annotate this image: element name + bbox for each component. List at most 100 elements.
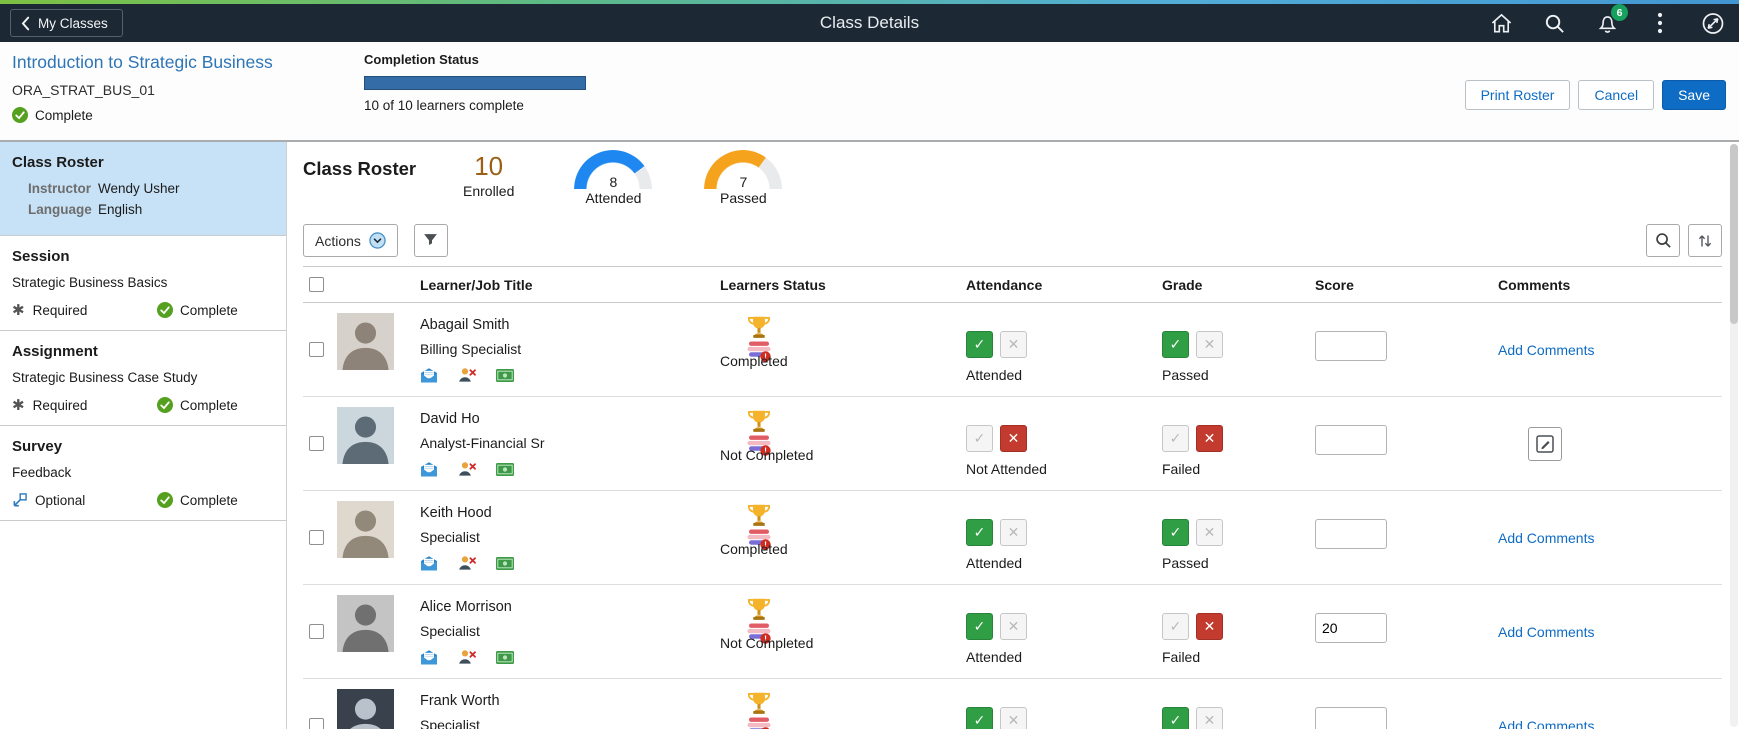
attended-no-button[interactable]: ✕ [1000, 519, 1027, 546]
requirement-label: Required [32, 397, 88, 413]
sidebar-item-title: Session [12, 248, 70, 265]
not-completed-icon: ! [746, 716, 772, 729]
row-checkbox[interactable] [309, 718, 324, 729]
not-completed-icon: ! [746, 622, 772, 645]
attendance-label: Attended [966, 367, 1023, 383]
navbar-compass-icon[interactable] [1701, 11, 1725, 35]
grade-fail-button[interactable]: ✕ [1196, 613, 1223, 640]
roster-row: Alice Morrison Specialist ! [303, 585, 1722, 679]
email-icon[interactable] [420, 649, 438, 665]
grade-pass-button[interactable]: ✓ [1162, 425, 1189, 452]
attended-no-button[interactable]: ✕ [1000, 331, 1027, 358]
add-comments-link[interactable]: Add Comments [1498, 341, 1595, 358]
gauge: 7 [704, 150, 782, 189]
learner-job-title: Billing Specialist [420, 341, 522, 357]
grade-fail-button[interactable]: ✕ [1196, 519, 1223, 546]
back-button-label: My Classes [38, 15, 108, 31]
column-header-grade: Grade [1162, 276, 1203, 293]
vertical-scrollbar[interactable] [1730, 144, 1738, 727]
learner-photo [337, 407, 394, 464]
row-checkbox[interactable] [309, 624, 324, 639]
score-input[interactable] [1315, 331, 1387, 361]
save-button[interactable]: Save [1662, 80, 1726, 110]
grade-pass-button[interactable]: ✓ [1162, 613, 1189, 640]
notifications-icon[interactable]: 6 [1595, 4, 1628, 35]
class-info: Introduction to Strategic Business ORA_S… [12, 52, 273, 123]
scrollbar-thumb[interactable] [1730, 144, 1738, 324]
email-icon[interactable] [420, 555, 438, 571]
roster-panel: Class Roster 10 Enrolled 8 Attended 7 Pa… [287, 142, 1739, 729]
roster-grid: Learner/Job Title Learners Status Attend… [303, 266, 1722, 729]
filter-button[interactable] [413, 224, 448, 257]
remove-learner-icon[interactable] [458, 649, 476, 665]
roster-row: Keith Hood Specialist ! [303, 491, 1722, 585]
requirement-label: Optional [35, 492, 86, 508]
score-input[interactable] [1315, 707, 1387, 729]
grade-fail-button[interactable]: ✕ [1196, 707, 1223, 729]
header-actions: Print Roster Cancel Save [1464, 80, 1726, 110]
attended-no-button[interactable]: ✕ [1000, 707, 1027, 729]
grade-fail-button[interactable]: ✕ [1196, 331, 1223, 358]
score-input[interactable] [1315, 613, 1387, 643]
grade-pass-button[interactable]: ✓ [1162, 707, 1189, 729]
row-checkbox[interactable] [309, 530, 324, 545]
remove-learner-icon[interactable] [458, 461, 476, 477]
score-input[interactable] [1315, 519, 1387, 549]
email-icon[interactable] [420, 367, 438, 383]
attended-no-button[interactable]: ✕ [1000, 613, 1027, 640]
grade-pass-button[interactable]: ✓ [1162, 331, 1189, 358]
home-icon[interactable] [1489, 11, 1513, 35]
roster-row: David Ho Analyst-Financial Sr [303, 397, 1722, 491]
grid-search-button[interactable] [1646, 224, 1680, 257]
remove-learner-icon[interactable] [458, 555, 476, 571]
payment-card-icon[interactable] [496, 368, 514, 382]
score-input[interactable] [1315, 425, 1387, 455]
roster-stats: Class Roster 10 Enrolled 8 Attended 7 Pa… [287, 142, 1739, 217]
row-checkbox[interactable] [309, 436, 324, 451]
sidebar-item-survey[interactable]: Survey Feedback Optional Complete [0, 426, 286, 521]
email-icon[interactable] [420, 461, 438, 477]
edit-comment-button[interactable] [1528, 426, 1562, 461]
attended-yes-button[interactable]: ✓ [966, 425, 993, 452]
remove-learner-icon[interactable] [458, 367, 476, 383]
attended-no-button[interactable]: ✕ [1000, 425, 1027, 452]
svg-text:!: ! [764, 728, 767, 729]
payment-card-icon[interactable] [496, 556, 514, 570]
sort-button[interactable] [1688, 224, 1722, 257]
select-all-checkbox[interactable] [309, 277, 324, 292]
add-comments-link[interactable]: Add Comments [1498, 717, 1595, 729]
attended-yes-button[interactable]: ✓ [966, 613, 993, 640]
navbar-actions: 6 [1489, 4, 1725, 35]
attended-yes-button[interactable]: ✓ [966, 519, 993, 546]
sidebar-item-session[interactable]: Session Strategic Business Basics ✱ Requ… [0, 236, 286, 331]
payment-card-icon[interactable] [496, 650, 514, 664]
grid-toolbar: Actions [303, 224, 1722, 257]
grade-fail-button[interactable]: ✕ [1196, 425, 1223, 452]
attended-yes-button[interactable]: ✓ [966, 331, 993, 358]
sidebar-item-assignment[interactable]: Assignment Strategic Business Case Study… [0, 331, 286, 426]
add-comments-link[interactable]: Add Comments [1498, 529, 1595, 546]
actions-menu-button[interactable]: Actions [303, 224, 398, 257]
grade-label: Failed [1162, 649, 1201, 665]
enrolled-stat: 10 Enrolled [463, 151, 514, 199]
learner-job-title: Specialist [420, 623, 480, 639]
roster-grid-header: Learner/Job Title Learners Status Attend… [303, 266, 1722, 303]
row-checkbox[interactable] [309, 342, 324, 357]
passed-stat: 7 Passed [704, 150, 782, 206]
back-button[interactable]: My Classes [10, 9, 123, 37]
add-comments-link[interactable]: Add Comments [1498, 623, 1595, 640]
attended-stat: 8 Attended [574, 150, 652, 206]
sidebar-item-class-roster[interactable]: Class Roster Instructor Wendy Usher Lang… [0, 142, 286, 236]
grade-pass-button[interactable]: ✓ [1162, 519, 1189, 546]
learner-name: Keith Hood [420, 505, 492, 521]
print-roster-button[interactable]: Print Roster [1464, 80, 1571, 110]
not-completed-icon: ! [746, 528, 772, 551]
cancel-button[interactable]: Cancel [1578, 80, 1655, 110]
search-icon[interactable] [1542, 11, 1566, 35]
roster-body: Abagail Smith Billing Specialist [303, 303, 1722, 729]
attended-yes-button[interactable]: ✓ [966, 707, 993, 729]
payment-card-icon[interactable] [496, 462, 514, 476]
required-asterisk-icon: ✱ [12, 396, 25, 414]
learner-name: Abagail Smith [420, 317, 510, 333]
more-actions-icon[interactable] [1648, 11, 1672, 35]
